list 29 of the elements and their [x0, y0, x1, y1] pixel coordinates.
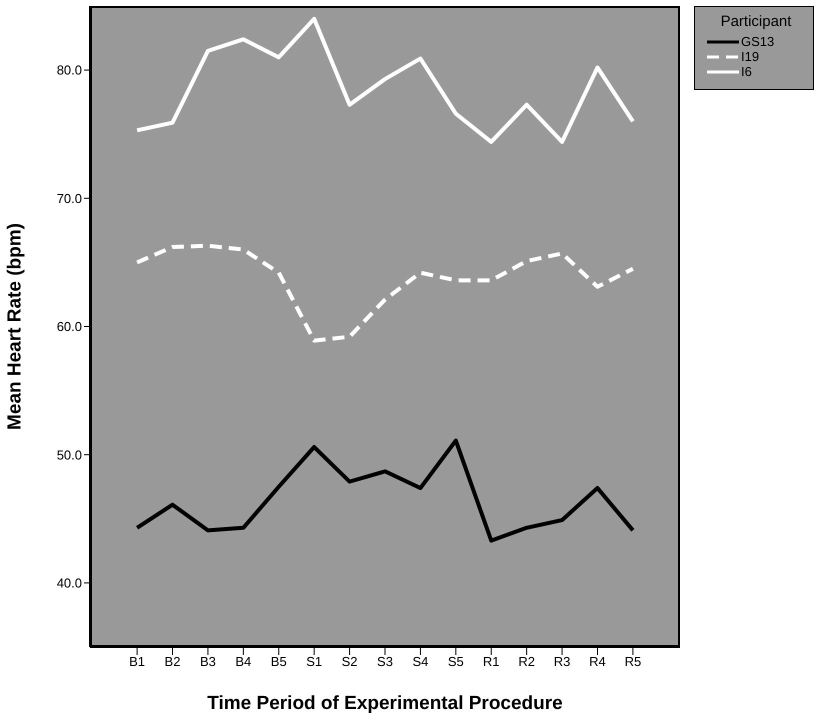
y-tick-label: 80.0 — [56, 62, 82, 78]
line-series — [135, 16, 635, 144]
x-tick-label: S2 — [342, 654, 358, 670]
x-tick-label: S1 — [306, 654, 322, 670]
line-series — [135, 438, 635, 543]
y-tick-label: 50.0 — [56, 447, 82, 462]
x-tick-label: R5 — [624, 654, 642, 670]
y-tick-label: 60.0 — [56, 319, 82, 334]
x-tick-label: R2 — [518, 654, 535, 670]
x-tick-label: R4 — [589, 654, 606, 670]
legend-title: Participant — [720, 13, 792, 30]
legend-label: I6 — [741, 64, 752, 79]
x-tick-label: B2 — [164, 654, 180, 670]
line-series — [135, 244, 635, 343]
x-tick-label: B1 — [129, 654, 146, 670]
x-tick-label: B4 — [235, 654, 252, 670]
x-tick-label: B5 — [270, 654, 287, 670]
x-tick-label: R3 — [554, 654, 570, 670]
x-tick-label: R1 — [482, 654, 500, 670]
y-axis-title: Mean Heart Rate (bpm) — [4, 223, 26, 430]
x-tick-label: B3 — [200, 654, 216, 670]
x-tick-label: S3 — [377, 654, 393, 670]
legend-label: GS13 — [741, 34, 774, 49]
x-tick-label: S4 — [412, 654, 428, 670]
y-tick-label: 40.0 — [56, 576, 82, 591]
x-axis-title: Time Period of Experimental Procedure — [207, 693, 563, 714]
y-tick-label: 70.0 — [56, 190, 82, 206]
x-tick-label: S5 — [448, 654, 464, 670]
legend-label: I19 — [741, 49, 760, 64]
